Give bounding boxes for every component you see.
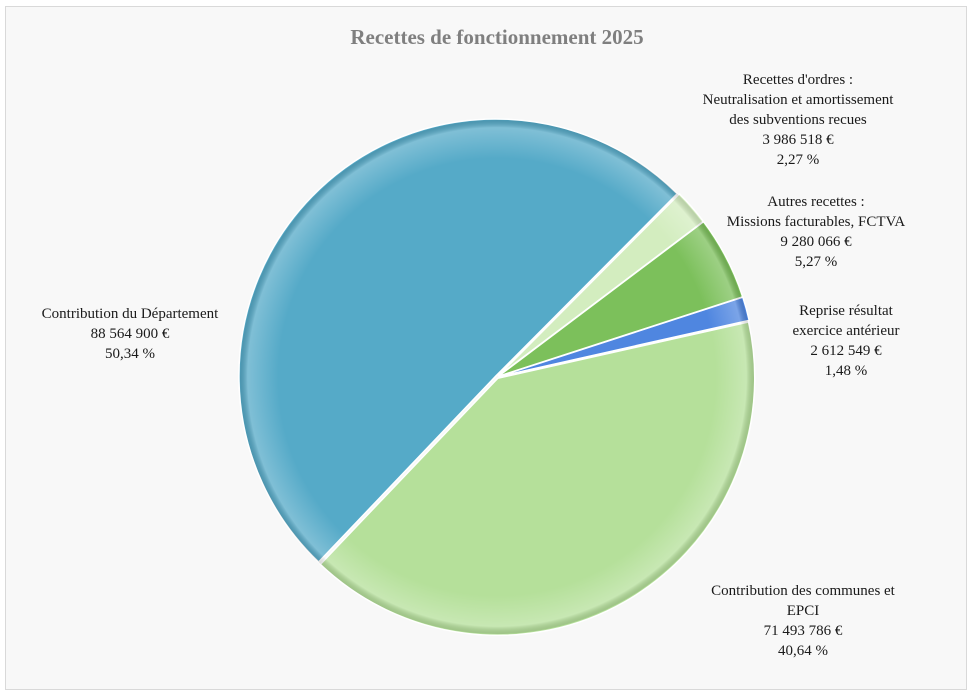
slice-label-line: EPCI [787, 603, 820, 619]
slice-label-line: 3 986 518 € [762, 132, 834, 148]
chart-title: Recettes de fonctionnement 2025 [350, 25, 643, 49]
slice-label-line: 40,64 % [778, 643, 828, 659]
slice-labels: Reprise résultat exercice antérieur 2 612 … [42, 72, 906, 659]
slice-label-line: Neutralisation et amortissement [703, 92, 895, 108]
slice-label-line: 1,48 % [825, 363, 868, 379]
slice-label-3: Recettes d'ordres : Neutralisation et amo… [703, 72, 895, 168]
pie-chart: Recettes de fonctionnement 2025 Reprise … [42, 25, 906, 659]
slice-label-1: Contribution des communes et EPCI 71 493 7… [711, 583, 896, 659]
slice-label-line: 5,27 % [795, 254, 838, 270]
slice-label-line: 2,27 % [777, 152, 820, 168]
slice-label-line: Recettes d'ordres : [743, 72, 853, 88]
pie-slices [238, 118, 756, 637]
slice-label-line: Autres recettes : [767, 194, 864, 210]
slice-label-line: 50,34 % [105, 346, 155, 362]
chart-container: Recettes de fonctionnement 2025 Reprise … [5, 6, 967, 690]
slice-label-line: Reprise résultat [799, 303, 894, 319]
slice-label-line: 9 280 066 € [780, 234, 852, 250]
slice-label-line: exercice antérieur [793, 323, 900, 339]
slice-label-line: 2 612 549 € [810, 343, 882, 359]
slice-label-line: 88 564 900 € [91, 326, 170, 342]
slice-label-line: Missions facturables, FCTVA [727, 214, 906, 230]
slice-label-line: 71 493 786 € [764, 623, 843, 639]
slice-label-line: Contribution du Département [42, 306, 219, 322]
slice-label-0: Reprise résultat exercice antérieur 2 612 … [793, 303, 900, 379]
slice-label-line: des subventions recues [729, 112, 867, 128]
slice-label-2: Contribution du Département 88 564 900 € 5… [42, 306, 219, 362]
slice-label-line: Contribution des communes et [711, 583, 896, 599]
slice-label-4: Autres recettes : Missions facturables, F… [727, 194, 906, 270]
